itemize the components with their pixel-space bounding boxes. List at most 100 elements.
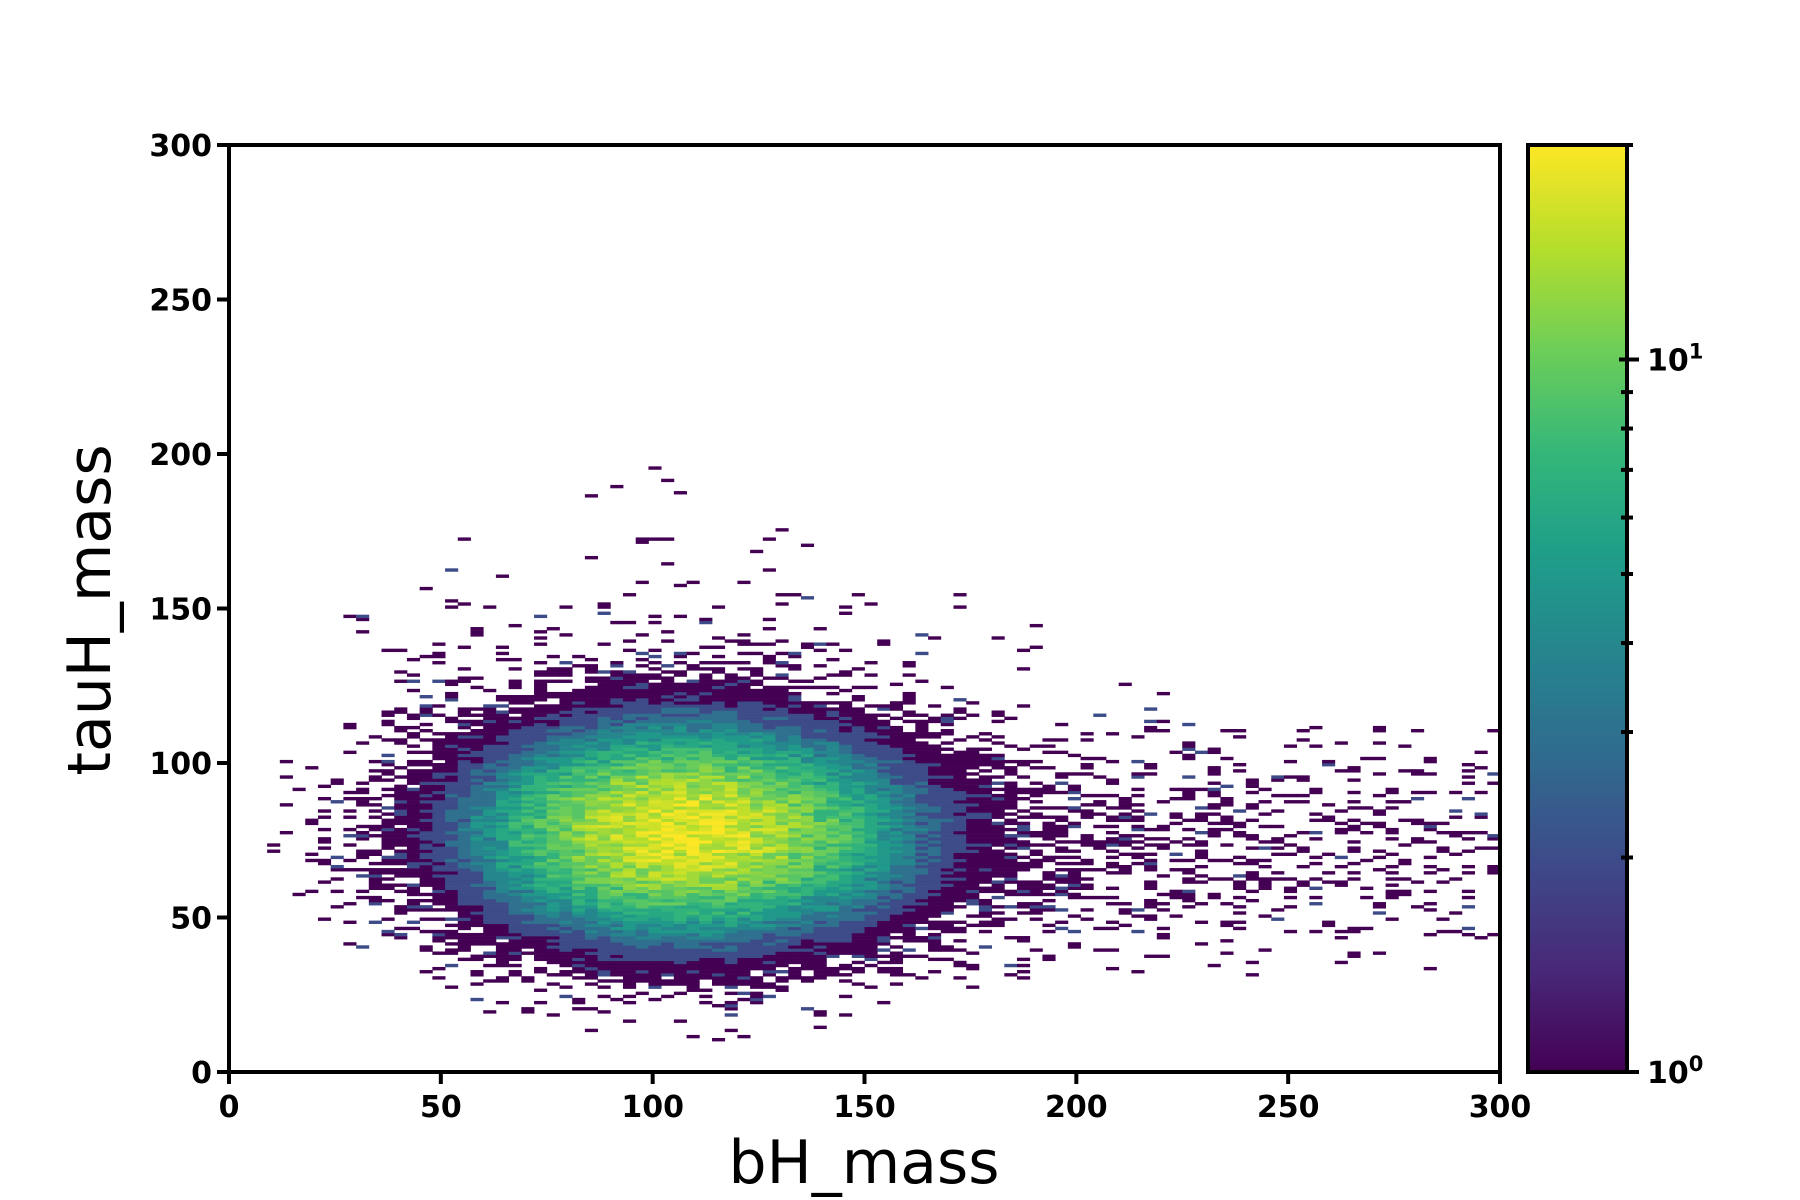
histogram-bin: [470, 778, 484, 782]
histogram-bin: [762, 948, 776, 952]
histogram-bin: [508, 840, 522, 844]
histogram-bin: [534, 886, 548, 890]
histogram-bin: [356, 617, 370, 622]
histogram-bin: [597, 766, 611, 770]
histogram-bin: [635, 929, 649, 934]
histogram-bin: [711, 719, 726, 724]
histogram-bin: [889, 744, 904, 748]
histogram-bin: [597, 923, 611, 928]
histogram-bin: [445, 908, 459, 912]
histogram-bin: [889, 936, 904, 940]
histogram-bin: [813, 840, 827, 844]
histogram-bin: [966, 846, 980, 850]
histogram-bin: [470, 735, 484, 739]
histogram-bin: [635, 818, 649, 823]
histogram-bin: [978, 834, 992, 838]
histogram-bin: [991, 806, 1005, 810]
histogram-bin: [813, 871, 827, 875]
histogram-bin: [470, 627, 484, 631]
histogram-bin: [584, 982, 598, 986]
histogram-bin: [635, 957, 649, 962]
histogram-bin: [762, 796, 776, 801]
histogram-bin: [839, 800, 853, 804]
histogram-bin: [915, 868, 929, 872]
histogram-bin: [889, 772, 904, 776]
histogram-bin: [534, 898, 548, 903]
histogram-bin: [711, 843, 726, 847]
histogram-bin: [1017, 815, 1031, 819]
histogram-bin: [584, 821, 598, 826]
histogram-bin: [546, 818, 560, 823]
histogram-bin: [1017, 939, 1031, 943]
histogram-bin: [1283, 793, 1298, 798]
histogram-bin: [724, 688, 738, 693]
histogram-bin: [711, 871, 726, 875]
histogram-bin: [419, 824, 433, 829]
histogram-bin: [394, 800, 408, 804]
histogram-bin: [661, 682, 675, 687]
histogram-bin: [699, 834, 713, 838]
histogram-bin: [889, 800, 904, 804]
histogram-bin: [889, 970, 904, 974]
histogram-bin: [1182, 905, 1196, 909]
histogram-bin: [673, 837, 687, 841]
histogram-bin: [1042, 871, 1056, 875]
histogram-bin: [648, 840, 662, 844]
histogram-bin: [839, 973, 853, 977]
histogram-bin: [1245, 898, 1259, 903]
histogram-bin: [546, 778, 560, 782]
histogram-bin: [534, 954, 548, 958]
histogram-bin: [1042, 827, 1056, 832]
histogram-bin: [813, 809, 827, 813]
histogram-bin: [610, 821, 624, 826]
histogram-bin: [534, 738, 548, 742]
histogram-bin: [648, 982, 662, 986]
histogram-bin: [648, 905, 662, 909]
histogram-bin: [877, 759, 891, 764]
histogram-bin: [813, 1025, 827, 1030]
histogram-bin: [877, 704, 891, 708]
histogram-bin: [978, 877, 992, 881]
histogram-bin: [1233, 834, 1247, 838]
histogram-bin: [788, 778, 802, 782]
histogram-bin: [661, 948, 675, 952]
histogram-bin: [775, 744, 789, 748]
histogram-bin: [877, 883, 891, 887]
histogram-bin: [1055, 908, 1069, 912]
histogram-bin: [673, 945, 687, 949]
histogram-bin: [711, 902, 726, 906]
histogram-bin: [559, 914, 573, 918]
histogram-bin: [1004, 806, 1018, 810]
histogram-bin: [813, 895, 827, 900]
histogram-bin: [673, 849, 687, 853]
histogram-bin: [495, 824, 510, 829]
histogram-bin: [724, 729, 738, 733]
histogram-bin: [470, 815, 484, 819]
histogram-bin: [762, 982, 776, 986]
histogram-bin: [483, 781, 497, 785]
histogram-bin: [851, 849, 865, 853]
histogram-bin: [889, 960, 904, 965]
histogram-bin: [457, 936, 471, 940]
histogram-bin: [597, 957, 611, 962]
histogram-bin: [953, 889, 967, 894]
histogram-bin: [737, 914, 751, 918]
histogram-bin: [966, 790, 980, 795]
histogram-bin: [483, 846, 497, 850]
histogram-bin: [711, 883, 726, 887]
histogram-bin: [953, 895, 967, 900]
histogram-bin: [851, 593, 865, 597]
histogram-bin: [1042, 806, 1056, 810]
histogram-bin: [851, 756, 865, 761]
histogram-bin: [915, 747, 929, 751]
histogram-bin: [788, 830, 802, 835]
histogram-bin: [495, 963, 510, 968]
histogram-bin: [445, 741, 459, 745]
histogram-bin: [457, 787, 471, 792]
histogram-bin: [724, 803, 738, 807]
histogram-bin: [470, 936, 484, 940]
histogram-bin: [483, 827, 497, 832]
histogram-bin: [483, 911, 497, 915]
histogram-bin: [534, 698, 548, 702]
histogram-bin: [737, 889, 751, 894]
